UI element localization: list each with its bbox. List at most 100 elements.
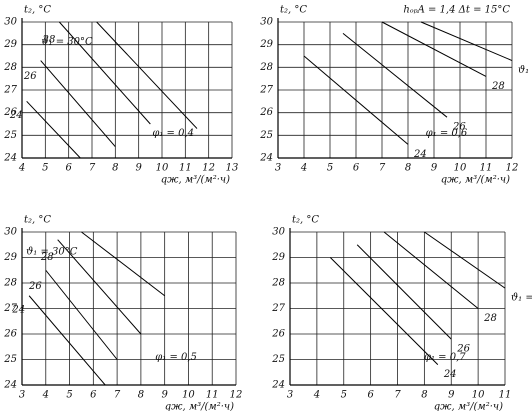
y-tick-label: 25	[271, 354, 285, 365]
y-tick-label: 30	[4, 227, 17, 238]
x-tick-label: 13	[226, 163, 239, 174]
x-tick-label: 5	[42, 163, 48, 174]
x-tick-label: 10	[156, 163, 169, 174]
annotation: φ₁ = 0,6	[426, 128, 468, 139]
x-tick-label: 8	[112, 163, 118, 174]
y-tick-label: 28	[271, 278, 285, 289]
annotation: φ₁ = 0,4	[152, 128, 194, 139]
y-tick-label: 27	[259, 85, 273, 96]
isoline	[45, 269, 118, 360]
y-axis-label: t₂, °C	[292, 215, 319, 226]
y-tick-label: 29	[3, 39, 17, 50]
x-axis-label: qж, м³/(м²·ч)	[161, 175, 230, 186]
isoline-label: 28	[491, 81, 505, 92]
x-tick-label: 6	[353, 163, 360, 174]
y-tick-label: 24	[3, 153, 17, 164]
isoline	[420, 21, 513, 61]
isoline-label: 24	[11, 304, 25, 315]
isoline	[57, 239, 142, 335]
isoline-label: ϑ₁ = 30°C	[26, 247, 78, 258]
isoline-label: 26	[452, 122, 466, 133]
x-tick-label: 12	[506, 163, 519, 174]
x-tick-label: 12	[230, 390, 243, 401]
x-tick-label: 6	[65, 163, 72, 174]
x-axis-label: qж, м³/(м²·ч)	[434, 402, 503, 411]
isoline-label: 28	[42, 35, 56, 46]
isoline	[424, 231, 506, 289]
isoline	[81, 231, 165, 297]
x-tick-label: 3	[275, 163, 281, 174]
x-tick-label: 9	[448, 390, 455, 401]
isoline-label: ϑ₁ = 30°C	[518, 65, 532, 76]
isoline-label: ϑ₁ = 30°C	[41, 37, 93, 48]
x-tick-label: 7	[114, 390, 121, 401]
isoline	[40, 60, 116, 147]
x-tick-label: 4	[313, 390, 320, 401]
x-tick-label: 7	[89, 163, 96, 174]
y-tick-label: 30	[260, 17, 273, 28]
isoline	[96, 21, 198, 129]
y-tick-label: 24	[3, 380, 17, 391]
annotation: φ₁ = 0,7	[424, 352, 466, 363]
y-tick-label: 27	[3, 303, 17, 314]
y-tick-label: 27	[271, 303, 285, 314]
y-tick-label: 28	[259, 62, 273, 73]
y-axis-label: t₂, °C	[280, 5, 307, 16]
x-tick-label: 5	[327, 163, 333, 174]
y-tick-label: 27	[3, 85, 17, 96]
isoline	[356, 244, 452, 340]
y-tick-label: 26	[3, 107, 17, 118]
y-tick-label: 26	[271, 329, 285, 340]
y-tick-label: 26	[259, 107, 273, 118]
x-tick-label: 9	[135, 163, 142, 174]
x-tick-label: 11	[499, 390, 512, 401]
x-tick-label: 11	[179, 163, 192, 174]
y-tick-label: 30	[272, 227, 285, 238]
x-tick-label: 4	[18, 163, 25, 174]
isoline-label: 28	[483, 313, 497, 324]
isoline	[383, 231, 479, 309]
y-tick-label: 29	[259, 39, 273, 50]
isoline-label: 28	[40, 252, 54, 263]
y-tick-label: 25	[259, 130, 273, 141]
y-axis-label: t₂, °C	[24, 215, 51, 226]
y-tick-label: 25	[3, 354, 17, 365]
isoline-label: 24	[9, 110, 23, 121]
isoline-label: 24	[443, 369, 457, 380]
isoline	[381, 21, 487, 77]
isoline	[26, 100, 81, 159]
isoline	[303, 55, 409, 145]
x-tick-label: 4	[42, 390, 49, 401]
x-tick-label: 3	[19, 390, 25, 401]
y-axis-label: t₂, °C	[24, 5, 51, 16]
y-tick-label: 29	[3, 252, 17, 263]
x-tick-label: 6	[90, 390, 97, 401]
x-tick-label: 5	[341, 390, 347, 401]
isoline	[329, 257, 439, 365]
x-tick-label: 7	[379, 163, 386, 174]
x-axis-label: qж, м³/(м²·ч)	[165, 402, 234, 411]
y-tick-label: 28	[3, 62, 17, 73]
y-tick-label: 28	[3, 278, 17, 289]
y-tick-label: 29	[271, 252, 285, 263]
x-tick-label: 3	[287, 390, 293, 401]
y-tick-label: 25	[3, 130, 17, 141]
annotation: φ₁ = 0,5	[155, 352, 197, 363]
y-tick-label: 24	[259, 153, 273, 164]
isoline-label: 26	[23, 71, 37, 82]
x-tick-label: 5	[66, 390, 72, 401]
x-tick-label: 8	[138, 390, 144, 401]
isoline	[342, 32, 448, 118]
x-tick-label: 6	[367, 390, 374, 401]
x-tick-label: 10	[472, 390, 485, 401]
x-tick-label: 8	[405, 163, 411, 174]
isoline	[58, 21, 151, 125]
x-tick-label: 11	[480, 163, 493, 174]
x-tick-label: 4	[300, 163, 307, 174]
y-tick-label: 30	[4, 17, 17, 28]
isoline-label: 26	[456, 344, 470, 355]
x-axis-label: qж, м³/(м²·ч)	[441, 175, 510, 186]
x-tick-label: 12	[202, 163, 215, 174]
x-tick-label: 11	[206, 390, 219, 401]
